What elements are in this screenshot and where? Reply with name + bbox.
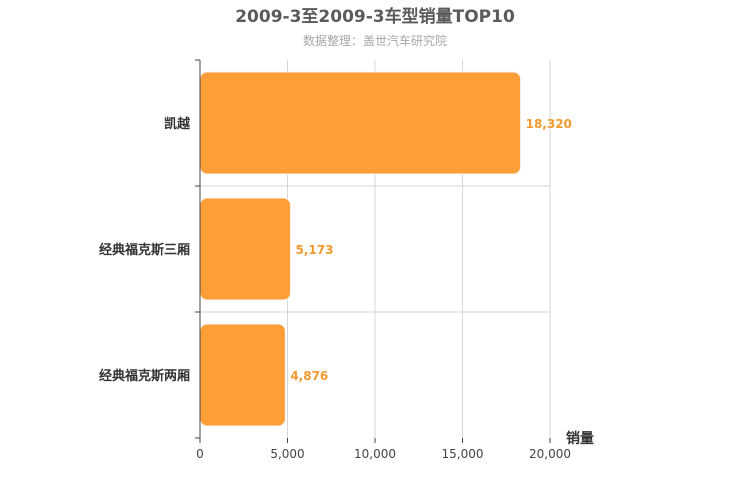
x-tick-label: 10,000 xyxy=(354,447,396,461)
data-label: 18,320 xyxy=(526,117,572,131)
labels: 凯越 18,320 经典福克斯三厢 5,173 经典福克斯两厢 4,876 0 5,000 10… xyxy=(99,116,572,461)
x-tick-label: 0 xyxy=(196,447,204,461)
y-tick-label: 经典福克斯三厢 xyxy=(99,242,190,258)
x-tick-label: 5,000 xyxy=(270,447,304,461)
x-tick-label: 20,000 xyxy=(529,447,571,461)
data-label: 4,876 xyxy=(290,369,328,383)
bars xyxy=(199,71,522,427)
bar xyxy=(199,323,286,427)
chart-subtitle: 数据整理：盖世汽车研究院 xyxy=(303,33,447,48)
y-tick-label: 经典福克斯两厢 xyxy=(99,368,190,384)
y-tick-label: 凯越 xyxy=(164,116,191,132)
bar xyxy=(199,197,292,301)
axes xyxy=(195,59,551,443)
chart-title: 2009-3至2009-3车型销量TOP10 xyxy=(235,6,515,27)
x-tick-label: 15,000 xyxy=(442,447,484,461)
bar xyxy=(199,71,522,175)
x-axis-title: 销量 xyxy=(566,430,594,447)
data-label: 5,173 xyxy=(296,243,334,257)
